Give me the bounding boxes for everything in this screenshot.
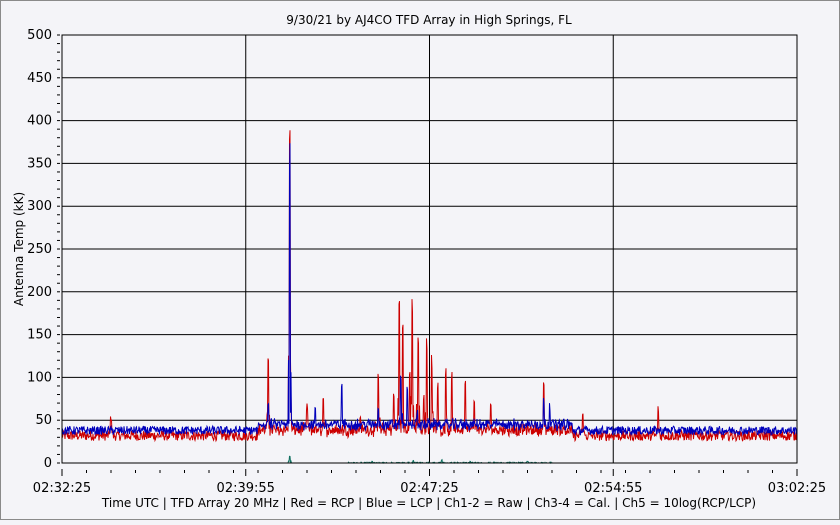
y-tick-label: 100 bbox=[27, 370, 52, 385]
x-axis-label: Time UTC | TFD Array 20 MHz | Red = RCP … bbox=[101, 496, 756, 510]
y-tick-label: 50 bbox=[35, 413, 52, 428]
y-tick-label: 400 bbox=[27, 114, 52, 129]
y-tick-label: 500 bbox=[27, 28, 52, 43]
y-tick-label: 450 bbox=[27, 71, 52, 86]
y-tick-label: 250 bbox=[27, 242, 52, 257]
series-line-lcp bbox=[61, 143, 797, 437]
plot-frame bbox=[61, 34, 798, 464]
y-tick-label: 0 bbox=[44, 456, 52, 471]
x-tick-label: 02:54:55 bbox=[584, 481, 642, 496]
x-tick-label: 03:02:25 bbox=[768, 481, 826, 496]
y-tick-label: 300 bbox=[27, 199, 52, 214]
y-tick-label: 150 bbox=[27, 328, 52, 343]
chart-title: 9/30/21 by AJ4CO TFD Array in High Sprin… bbox=[286, 13, 572, 27]
y-axis-label: Antenna Temp (kK) bbox=[12, 192, 26, 306]
x-tick-label: 02:39:55 bbox=[217, 481, 275, 496]
x-tick-label: 02:47:25 bbox=[400, 481, 458, 496]
y-tick-label: 350 bbox=[27, 156, 52, 171]
series-line-rcp bbox=[61, 130, 797, 443]
y-tick-label: 200 bbox=[27, 285, 52, 300]
x-tick-label: 02:32:25 bbox=[33, 481, 91, 496]
